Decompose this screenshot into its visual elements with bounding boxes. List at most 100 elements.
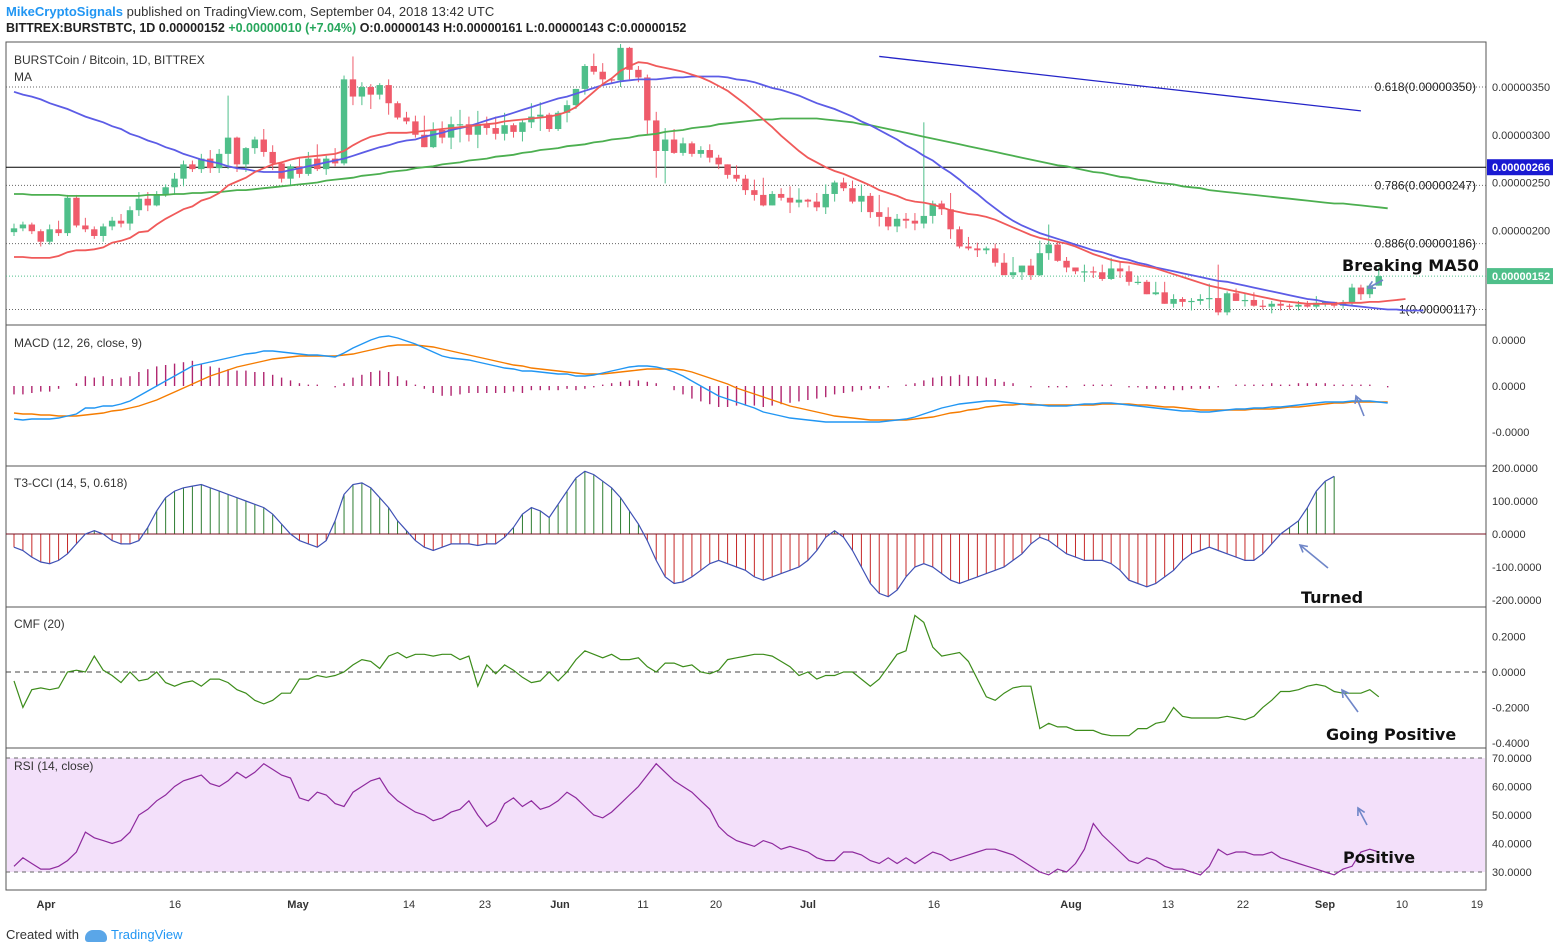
candle-body <box>1286 305 1293 307</box>
candle-body <box>546 114 553 130</box>
candle-body <box>198 158 205 170</box>
candle-body <box>108 220 116 227</box>
last-price-badge <box>1487 268 1553 285</box>
candle-body <box>920 215 928 224</box>
candle-body <box>296 166 303 174</box>
candle-body <box>1099 272 1106 279</box>
candle-body <box>394 103 401 118</box>
candle-body <box>581 65 589 89</box>
candle-body <box>733 174 740 179</box>
fib-level-label: 0.618(0.00000350) <box>1375 80 1476 94</box>
candle-body <box>358 87 366 97</box>
candle-body <box>724 164 731 175</box>
annotation-arrow <box>1299 544 1329 569</box>
author-name[interactable]: MikeCryptoSignals <box>6 4 124 19</box>
candle-body <box>100 226 107 236</box>
candle-body <box>992 248 999 263</box>
rsi-tick-label: 70.0000 <box>1492 753 1532 765</box>
candle-body <box>340 79 348 164</box>
rsi-tick-label: 30.0000 <box>1492 867 1532 879</box>
price-change: +0.00000010 (+7.04%) <box>228 21 357 35</box>
candle-body <box>902 218 910 221</box>
symbol-label: BITTREX:BURSTBTC, 1D <box>6 21 156 35</box>
candle-body <box>1357 287 1365 295</box>
time-tick-label: 13 <box>1162 899 1174 911</box>
candle-body <box>1348 287 1356 303</box>
candle-body <box>28 224 36 232</box>
candle-body <box>528 116 535 123</box>
macd-pane-title: MACD (12, 26, close, 9) <box>14 336 142 350</box>
pane-border <box>5 465 1487 608</box>
candle-body <box>251 139 259 149</box>
candle-body <box>1250 299 1258 306</box>
candle-body <box>661 139 669 151</box>
candle-body <box>171 178 178 188</box>
annotation-arrow-head <box>1357 806 1366 817</box>
candle-body <box>430 129 437 148</box>
candle-body <box>403 117 410 122</box>
cci-tick-label: -200.0000 <box>1492 595 1542 607</box>
candle-body <box>519 122 526 132</box>
candle-body <box>385 85 392 104</box>
cci-pane-title: T3-CCI (14, 5, 0.618) <box>14 476 127 490</box>
candle-body <box>412 121 419 135</box>
candle-body <box>1063 260 1070 268</box>
candle-body <box>349 79 357 97</box>
price-tick-label: 0.00000350 <box>1492 82 1550 94</box>
cmf-pane-title: CMF (20) <box>14 617 65 631</box>
candle-body <box>456 124 464 126</box>
candle-body <box>804 199 812 202</box>
candle-body <box>929 203 936 216</box>
candle-body <box>1295 304 1302 307</box>
candle-body <box>207 158 214 169</box>
candle-body <box>1072 267 1079 272</box>
candle-body <box>769 193 776 206</box>
cmf-tick-label: 0.2000 <box>1492 632 1526 644</box>
candle-body <box>974 248 981 251</box>
candle-body <box>260 139 267 152</box>
time-tick-label: 11 <box>637 899 648 911</box>
cmf-line <box>13 614 1380 737</box>
candle-body <box>751 190 758 195</box>
candle-body <box>492 128 499 134</box>
pane-border <box>5 606 1487 749</box>
candle-body <box>91 229 98 236</box>
candle-body <box>1179 299 1186 302</box>
candle-body <box>73 197 80 226</box>
annotation-label: Going Positive <box>1326 725 1456 744</box>
candle-body <box>742 178 749 191</box>
candle-body <box>706 150 713 158</box>
candle-body <box>1152 292 1159 295</box>
cci-tick-label: 100.0000 <box>1492 496 1538 508</box>
candle-body <box>1197 299 1204 301</box>
time-tick-label: May <box>287 899 309 911</box>
candle-body <box>117 220 125 224</box>
price-tick-label: 0.00000200 <box>1492 225 1550 237</box>
candle-body <box>1241 299 1249 302</box>
candle-body <box>1170 299 1177 304</box>
candle-body <box>510 125 517 132</box>
annotation-arrow <box>1357 807 1368 826</box>
time-tick-label: Sep <box>1315 899 1335 911</box>
time-tick-label: 22 <box>1237 899 1249 911</box>
cci-tick-label: 200.0000 <box>1492 463 1538 475</box>
candle-body <box>670 139 678 153</box>
candle-body <box>822 193 829 208</box>
candle-body <box>287 166 294 179</box>
candle-body <box>180 164 187 179</box>
tradingview-brand[interactable]: TradingView <box>110 927 183 942</box>
rsi-pane-title: RSI (14, close) <box>14 759 93 773</box>
candle-body <box>135 198 143 211</box>
candle-body <box>483 124 490 129</box>
price-pane-subtitle: MA <box>14 70 32 84</box>
time-tick-label: 23 <box>479 899 491 911</box>
candle-body <box>1206 298 1213 300</box>
time-tick-label: 20 <box>710 899 722 911</box>
price-pane-title: BURSTCoin / Bitcoin, 1D, BITTREX <box>14 53 205 67</box>
candle-body <box>1232 293 1240 301</box>
cmf-tick-label: -0.4000 <box>1492 738 1529 750</box>
candle-body <box>715 157 722 165</box>
time-tick-label: 14 <box>403 899 415 911</box>
cci-tick-label: 0.0000 <box>1492 529 1526 541</box>
